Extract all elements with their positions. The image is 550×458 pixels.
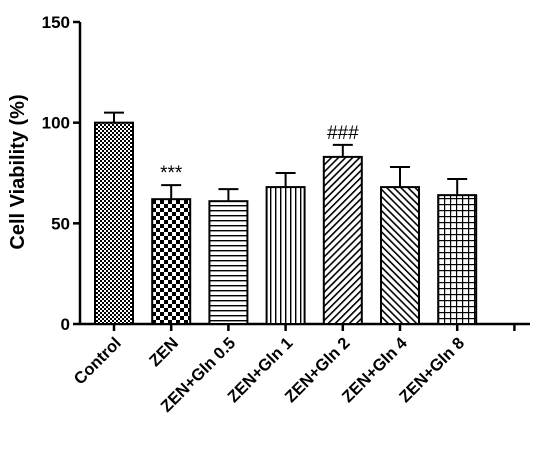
bar-zen [151,198,192,326]
y-tick-label: 150 [42,13,70,32]
bar-zen-gln-8 [437,194,478,325]
x-tick-label: ZEN [146,334,182,370]
bar-zen-gln-2 [322,155,363,325]
x-axis [80,322,530,331]
x-tick-label: Control [71,334,125,388]
y-axis: 0 50 100 150 [42,13,82,334]
significance-annotation: ### [327,123,359,144]
y-tick-label: 100 [42,114,70,133]
bar-series: *** ### [94,111,478,326]
bar-zen-gln-4 [380,186,420,325]
bar-zen-gln-1 [265,186,306,325]
y-tick-label: 50 [51,214,70,233]
y-tick-label: 0 [61,315,70,334]
significance-annotation: *** [160,163,183,184]
bar-control [94,121,134,325]
bar-zen-gln-0-5 [208,200,249,325]
y-axis-label: Cell Viability (%) [7,94,29,249]
